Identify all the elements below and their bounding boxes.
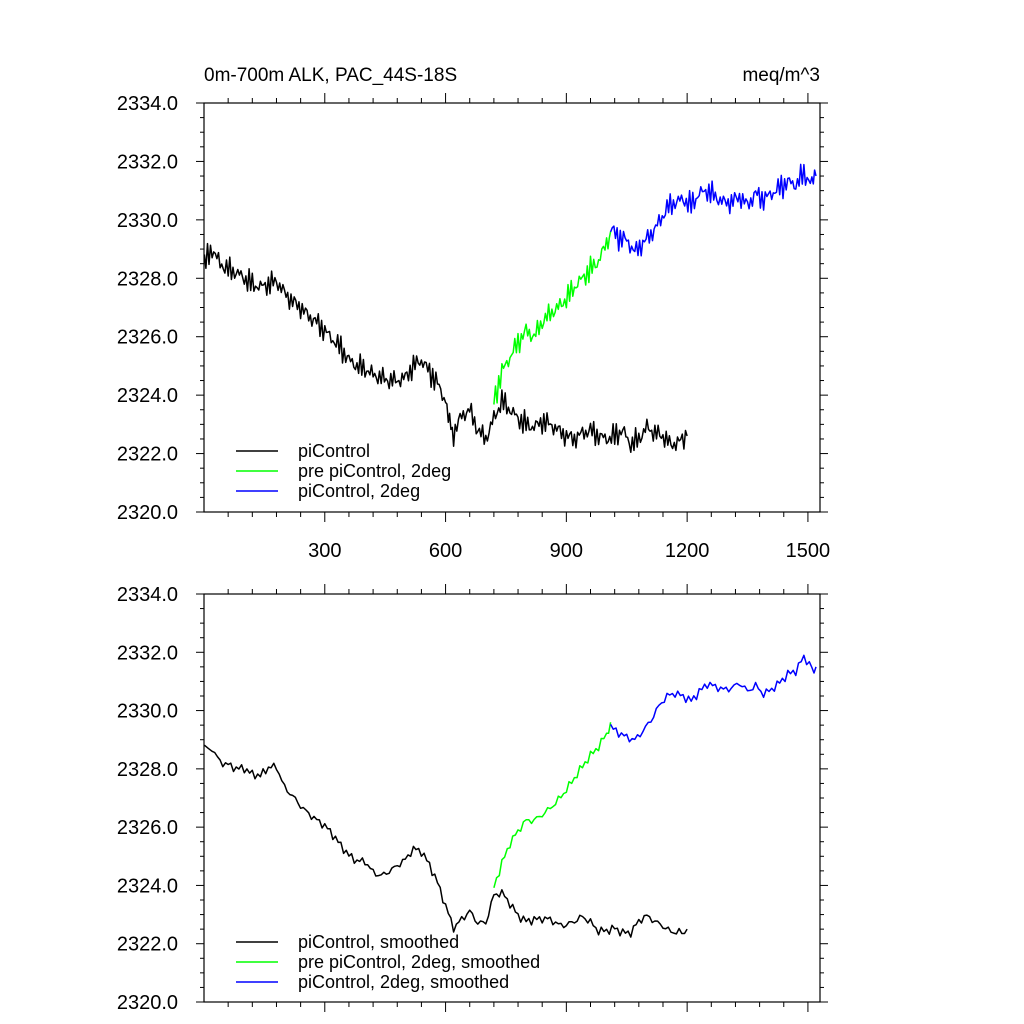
x-tick-label: 900 bbox=[550, 540, 583, 562]
y-tick-label: 2322.0 bbox=[117, 444, 178, 466]
series-line-1 bbox=[493, 231, 612, 405]
y-tick-label: 2330.0 bbox=[117, 701, 178, 723]
legend-label: piControl bbox=[298, 441, 370, 461]
x-tick-label: 1200 bbox=[665, 540, 710, 562]
y-tick-label: 2330.0 bbox=[117, 210, 178, 232]
legend-label: pre piControl, 2deg, smoothed bbox=[298, 952, 540, 972]
legend-label: piControl, 2deg bbox=[298, 481, 420, 501]
y-tick-label: 2320.0 bbox=[117, 992, 178, 1014]
chart-title: 0m-700m ALK, PAC_44S-18S bbox=[204, 65, 457, 86]
legend-label: piControl, smoothed bbox=[298, 932, 459, 952]
y-tick-label: 2328.0 bbox=[117, 268, 178, 290]
y-tick-label: 2326.0 bbox=[117, 327, 178, 349]
y-tick-label: 2334.0 bbox=[117, 584, 178, 606]
y-tick-label: 2334.0 bbox=[117, 93, 178, 115]
y-tick-label: 2322.0 bbox=[117, 934, 178, 956]
series-line-1 bbox=[493, 722, 612, 888]
y-tick-label: 2320.0 bbox=[117, 502, 178, 524]
y-tick-label: 2332.0 bbox=[117, 642, 178, 664]
x-tick-label: 1500 bbox=[786, 540, 831, 562]
bottom-panel: 2320.0 2322.0 2324.0 2326.0 2328.0 2330.0 2332… bbox=[117, 584, 828, 1014]
series-line-2 bbox=[609, 654, 817, 743]
legend-label: pre piControl, 2deg bbox=[298, 461, 451, 481]
x-tick-label: 300 bbox=[308, 540, 341, 562]
series-line-2 bbox=[609, 163, 817, 257]
units-label: meq/m^3 bbox=[742, 65, 820, 86]
x-tick-label: 600 bbox=[429, 540, 462, 562]
series-line-0 bbox=[203, 744, 688, 938]
y-tick-label: 2324.0 bbox=[117, 385, 178, 407]
y-tick-label: 2332.0 bbox=[117, 151, 178, 173]
y-tick-label: 2324.0 bbox=[117, 875, 178, 897]
y-tick-label: 2326.0 bbox=[117, 817, 178, 839]
y-tick-label: 2328.0 bbox=[117, 759, 178, 781]
series-line-0 bbox=[203, 242, 688, 454]
legend-label: piControl, 2deg, smoothed bbox=[298, 972, 509, 992]
top-panel: 2320.0 2322.0 2324.0 2326.0 2328.0 2330.0 2332… bbox=[117, 65, 830, 562]
